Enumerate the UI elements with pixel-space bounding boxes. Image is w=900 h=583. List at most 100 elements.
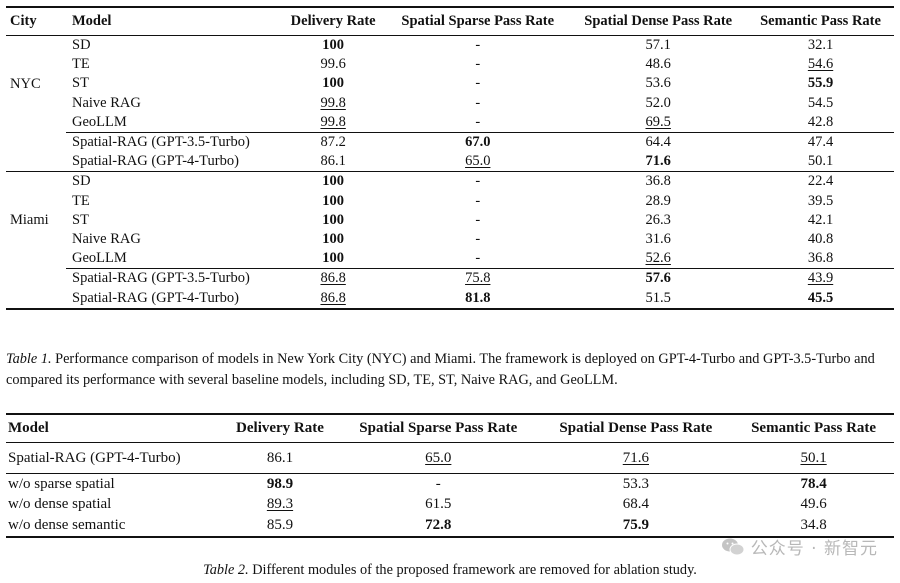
cell-delivery-rate: 99.8 <box>320 113 346 130</box>
cell-semantic: 32.1 <box>807 37 834 54</box>
cell-delivery-rate: 86.1 <box>266 449 294 466</box>
cell-spatial-sparse-wrap: 61.5 <box>338 495 539 516</box>
cell-spatial-dense: 53.3 <box>622 475 649 492</box>
cell-spatial-dense-wrap: 48.6 <box>569 55 747 74</box>
table2-caption: Table 2. Different modules of the propos… <box>0 560 900 581</box>
cell-delivery-rate-wrap: 100 <box>280 211 386 230</box>
cell-spatial-dense: 64.4 <box>645 134 671 151</box>
cell-semantic: 43.9 <box>807 270 834 287</box>
cell-delivery-rate: 98.9 <box>266 475 294 492</box>
cell-spatial-sparse: - <box>475 56 481 73</box>
header-delivery-rate: Delivery Rate <box>280 7 387 36</box>
header-semantic: Semantic Pass Rate <box>747 7 894 36</box>
cell-spatial-dense: 57.1 <box>645 37 671 54</box>
cell-model: Spatial-RAG (GPT-3.5-Turbo) <box>66 131 281 153</box>
cell-delivery-rate-wrap: 99.6 <box>280 55 386 74</box>
cell-semantic-wrap: 78.4 <box>733 474 894 495</box>
cell-spatial-dense: 52.0 <box>645 94 671 111</box>
cell-delivery-rate: 86.8 <box>320 270 346 287</box>
cell-delivery-rate-wrap: 99.8 <box>280 113 386 133</box>
cell-spatial-sparse-wrap: 75.8 <box>386 268 570 289</box>
city-empty <box>6 269 66 309</box>
cell-semantic: 54.6 <box>807 56 834 73</box>
cell-spatial-dense-wrap: 36.8 <box>569 171 748 192</box>
table2-caption-text: Different modules of the proposed framew… <box>248 562 697 578</box>
cell-spatial-dense-wrap: 71.6 <box>538 442 734 474</box>
cell-model: TE <box>72 56 90 73</box>
cell-spatial-sparse: - <box>475 192 481 209</box>
cell-semantic-wrap: 50.1 <box>733 442 894 474</box>
cell-spatial-dense: 53.6 <box>645 75 671 92</box>
cell-model: SD <box>66 171 281 192</box>
header-spatial-sparse: Spatial Sparse Pass Rate <box>386 7 570 36</box>
cell-spatial-dense-wrap: 64.4 <box>569 131 748 153</box>
cell-semantic-wrap: 54.6 <box>747 55 894 74</box>
cell-model: Spatial-RAG (GPT-4-Turbo) <box>72 153 239 170</box>
cell-semantic: 49.6 <box>800 496 827 513</box>
city-label: Miami <box>6 171 66 269</box>
cell-spatial-dense-wrap: 75.9 <box>539 515 734 537</box>
cell-delivery-rate: 100 <box>322 75 345 92</box>
cell-semantic-wrap: 49.6 <box>733 495 894 516</box>
cell-delivery-rate-wrap: 100 <box>280 36 386 56</box>
cell-spatial-sparse-wrap: - <box>386 94 569 113</box>
cell-semantic-wrap: 22.4 <box>747 171 894 192</box>
cell-model: ST <box>72 211 89 228</box>
cell-semantic: 50.1 <box>800 449 827 466</box>
cell-model: Naive RAG <box>72 230 141 247</box>
cell-spatial-dense-wrap: 52.0 <box>569 94 747 113</box>
cell-delivery-rate: 87.2 <box>320 134 346 151</box>
header-model: Model <box>6 414 223 443</box>
cell-model: w/o dense semantic <box>8 516 126 533</box>
cell-delivery-rate-wrap: 85.9 <box>222 515 338 537</box>
cell-spatial-sparse-wrap: 81.8 <box>386 288 569 308</box>
cell-semantic-wrap: 36.8 <box>747 249 894 269</box>
watermark: 公众号 · 新智元 <box>721 534 878 559</box>
cell-spatial-sparse: 61.5 <box>425 496 452 513</box>
cell-spatial-sparse: 81.8 <box>465 289 491 306</box>
cell-semantic: 36.8 <box>807 250 834 267</box>
cell-delivery-rate: 86.8 <box>320 289 346 306</box>
cell-spatial-sparse-wrap: - <box>386 74 569 93</box>
cell-spatial-sparse-wrap: 65.0 <box>337 442 539 474</box>
cell-spatial-sparse-wrap: - <box>386 36 569 56</box>
table-row: ST 100 - 53.6 55.9 <box>6 74 894 93</box>
cell-spatial-sparse-wrap: - <box>386 230 569 249</box>
cell-delivery-rate: 100 <box>322 173 345 190</box>
cell-semantic-wrap: 43.9 <box>747 268 894 289</box>
header-model: Model <box>66 7 281 36</box>
cell-delivery-rate-wrap: 100 <box>280 74 386 93</box>
cell-delivery-rate-wrap: 100 <box>280 249 386 269</box>
cell-delivery-rate-wrap: 86.1 <box>280 152 386 172</box>
table-row: TE 100 - 28.9 39.5 <box>6 192 894 211</box>
cell-spatial-dense-wrap: 31.6 <box>569 230 747 249</box>
cell-model: ST <box>72 75 89 92</box>
cell-spatial-dense: 71.6 <box>622 449 649 466</box>
table-row: Spatial-RAG (GPT-3.5-Turbo) 87.2 67.0 64.4 4… <box>6 131 894 153</box>
cell-spatial-dense-wrap: 26.3 <box>569 211 747 230</box>
cell-semantic-wrap: 32.1 <box>747 36 894 56</box>
cell-spatial-sparse: - <box>475 250 481 267</box>
table-row: TE 99.6 - 48.6 54.6 <box>6 55 894 74</box>
cell-delivery-rate: 100 <box>322 250 345 267</box>
ablation-table: Model Delivery Rate Spatial Sparse Pass … <box>6 413 894 538</box>
table2-header-row: Model Delivery Rate Spatial Sparse Pass … <box>6 414 894 443</box>
cell-delivery-rate: 100 <box>322 192 345 209</box>
cell-spatial-sparse: 72.8 <box>425 516 452 533</box>
cell-spatial-sparse-wrap: - <box>386 55 569 74</box>
cell-semantic-wrap: 42.1 <box>747 211 894 230</box>
wechat-icon <box>721 538 745 555</box>
header-spatial-dense: Spatial Dense Pass Rate <box>538 414 734 443</box>
cell-spatial-sparse: - <box>475 37 481 54</box>
cell-spatial-dense-wrap: 28.9 <box>569 192 747 211</box>
cell-spatial-dense: 26.3 <box>645 211 671 228</box>
cell-semantic: 45.5 <box>807 289 834 306</box>
table-row: NYC SD 100 - 57.1 32.1 <box>6 36 894 92</box>
cell-semantic-wrap: 54.5 <box>747 94 894 113</box>
cell-delivery-rate-wrap: 100 <box>280 171 387 192</box>
cell-spatial-sparse-wrap: - <box>386 171 570 192</box>
cell-spatial-sparse-wrap: 72.8 <box>338 515 539 537</box>
cell-model: w/o dense spatial <box>8 496 112 513</box>
cell-delivery-rate: 100 <box>322 230 345 247</box>
header-city: City <box>6 7 66 36</box>
